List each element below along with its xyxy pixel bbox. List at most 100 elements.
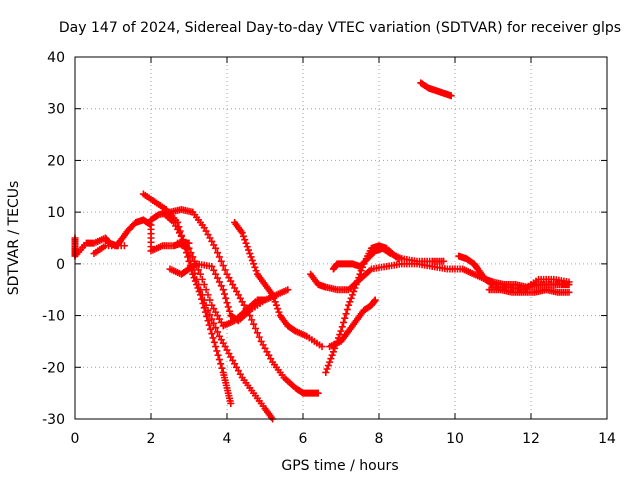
y-tick-label: 0 xyxy=(56,257,65,273)
data-point xyxy=(447,92,455,100)
data-point xyxy=(347,294,355,302)
data-point xyxy=(251,263,259,271)
data-point xyxy=(253,329,261,337)
y-tick-label: -10 xyxy=(42,309,65,325)
data-point xyxy=(215,253,223,261)
x-axis-title: GPS time / hours xyxy=(281,458,398,474)
data-point xyxy=(327,355,335,363)
y-tick-label: 40 xyxy=(47,50,65,66)
data-point xyxy=(255,333,263,341)
data-point xyxy=(205,321,213,329)
data-point xyxy=(324,362,332,370)
data-point xyxy=(338,323,346,331)
data-point xyxy=(208,330,216,338)
data-point xyxy=(248,256,256,264)
data-point xyxy=(195,266,202,274)
data-point xyxy=(359,263,367,271)
data-point xyxy=(246,250,254,258)
data-point xyxy=(217,282,225,290)
data-point xyxy=(191,269,199,277)
data-point xyxy=(346,298,354,306)
data-point xyxy=(222,294,230,302)
y-tick-label: 30 xyxy=(47,102,65,118)
data-point xyxy=(252,325,259,332)
data-point xyxy=(212,343,220,351)
data-point xyxy=(223,299,231,307)
data-point xyxy=(204,317,212,325)
data-point xyxy=(212,324,220,332)
y-tick-labels: -30 -20 -10 0 10 20 30 40 xyxy=(42,50,65,428)
data-point xyxy=(247,253,255,261)
axis-ticks xyxy=(74,56,608,420)
y-tick-label: -30 xyxy=(42,412,65,428)
data-point xyxy=(214,328,221,336)
data-point xyxy=(185,244,193,252)
data-point xyxy=(252,267,260,275)
data-point xyxy=(207,325,215,333)
data-point xyxy=(202,286,210,294)
data-point xyxy=(226,307,234,315)
data-point xyxy=(322,368,330,376)
data-point xyxy=(196,270,204,278)
data-point xyxy=(355,274,363,282)
data-point xyxy=(206,296,214,304)
data-point xyxy=(219,286,227,294)
x-tick-label: 8 xyxy=(375,431,384,447)
data-point xyxy=(272,301,280,309)
data-point xyxy=(243,243,251,251)
y-axis-title: SDTVAR / TECUs xyxy=(6,181,22,296)
data-point xyxy=(314,389,322,397)
data-point xyxy=(208,315,216,323)
data-point xyxy=(336,331,344,339)
series-track-late xyxy=(455,252,573,296)
data-point xyxy=(209,334,217,342)
y-tick-label: 20 xyxy=(47,153,65,169)
data-point xyxy=(220,290,228,298)
data-point xyxy=(224,303,232,311)
data-point xyxy=(248,316,256,324)
data-point xyxy=(193,262,201,270)
data-point xyxy=(352,281,360,289)
series-track-e xyxy=(174,239,269,330)
data-point xyxy=(210,338,218,346)
data-point xyxy=(213,347,221,355)
data-point xyxy=(326,358,334,366)
data-point xyxy=(215,356,223,364)
grid-lines xyxy=(75,57,607,419)
data-point xyxy=(353,277,361,285)
data-point xyxy=(323,365,331,373)
data-point xyxy=(204,306,212,314)
data-point xyxy=(351,284,359,292)
data-point xyxy=(565,288,573,296)
data-points xyxy=(71,79,573,423)
data-point xyxy=(274,305,282,313)
data-point xyxy=(227,399,235,407)
plot-frame xyxy=(74,56,608,420)
data-point xyxy=(210,266,218,274)
data-point xyxy=(394,255,402,263)
data-point xyxy=(565,278,573,286)
x-tick-label: 10 xyxy=(446,431,464,447)
data-point xyxy=(214,249,221,257)
data-point xyxy=(271,298,279,306)
data-point xyxy=(269,291,277,299)
y-tick-label: 10 xyxy=(47,205,65,221)
data-point xyxy=(275,308,283,316)
data-point xyxy=(212,270,220,278)
series-track-f xyxy=(231,218,326,351)
data-point xyxy=(348,291,356,299)
data-point xyxy=(270,294,278,302)
data-point xyxy=(204,291,212,299)
x-tick-label: 0 xyxy=(71,431,80,447)
data-point xyxy=(153,212,161,220)
data-point xyxy=(120,242,128,250)
data-point xyxy=(250,320,258,328)
data-point xyxy=(357,267,365,275)
data-point xyxy=(206,311,214,319)
series-tracks-early xyxy=(71,216,193,260)
x-tick-label: 2 xyxy=(147,431,156,447)
data-point xyxy=(356,270,364,278)
x-tick-label: 12 xyxy=(522,431,540,447)
x-tick-label: 6 xyxy=(299,431,308,447)
